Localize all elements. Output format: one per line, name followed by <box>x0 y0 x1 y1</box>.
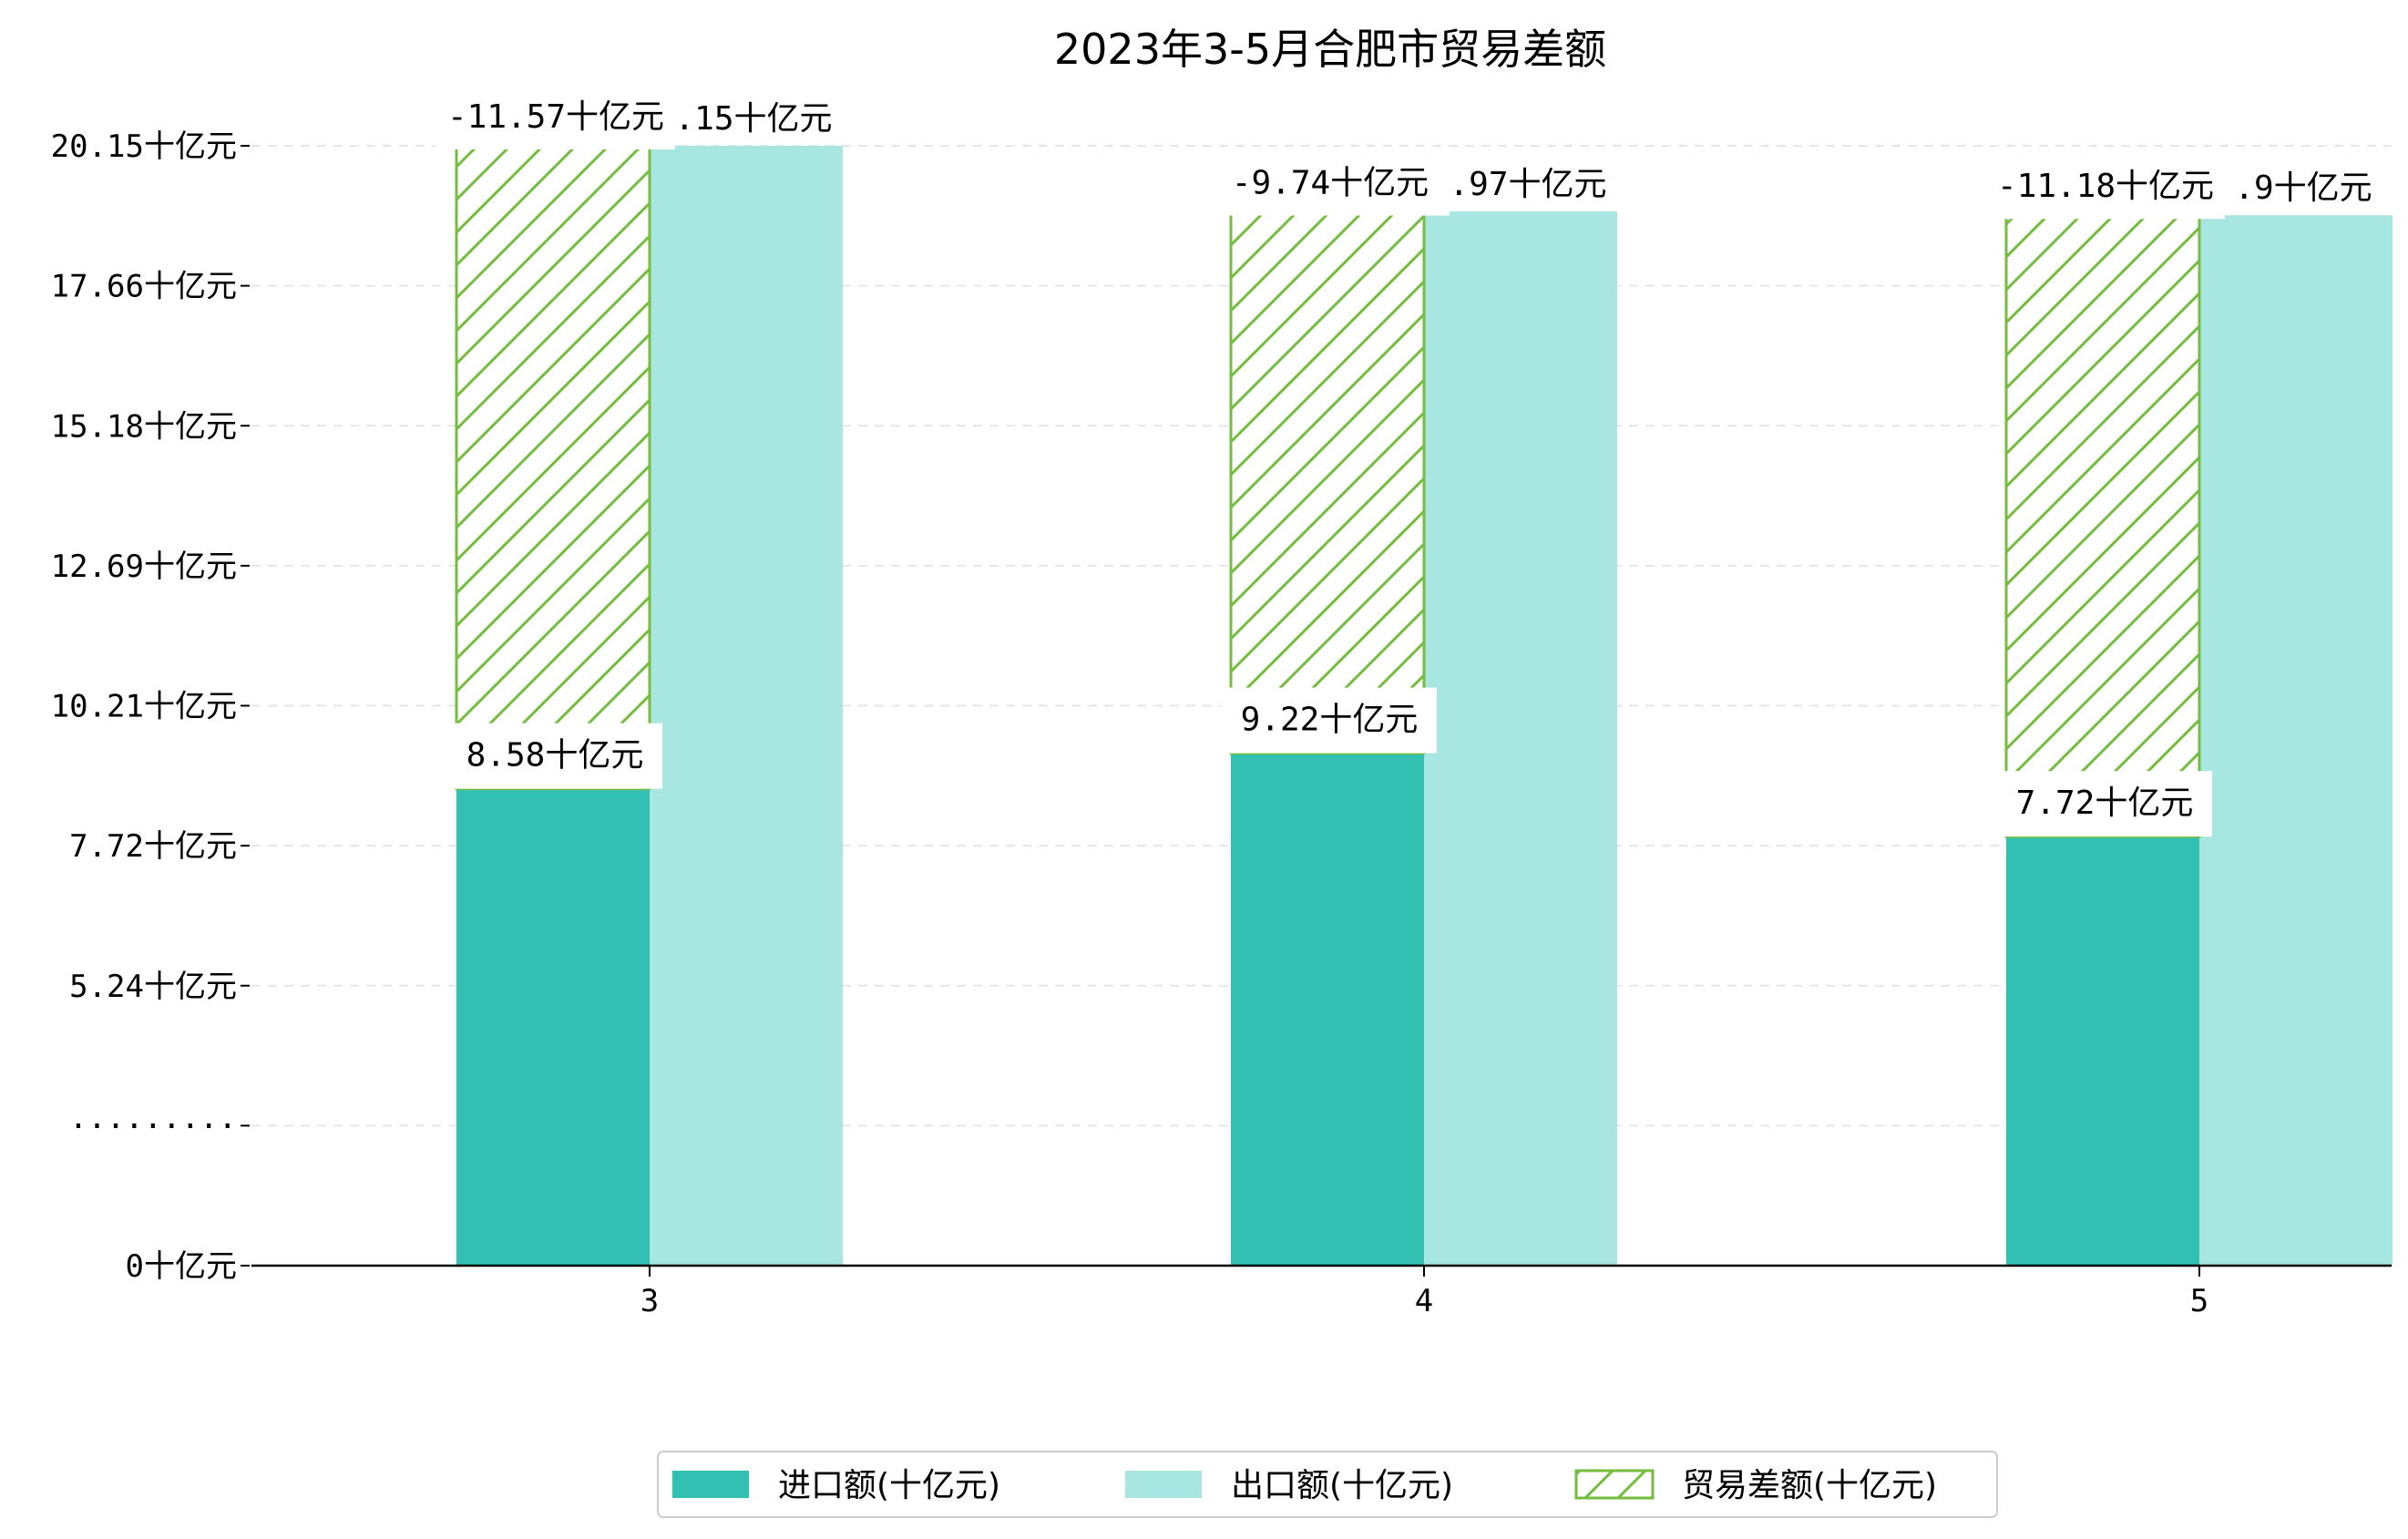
bar-import <box>456 788 650 1266</box>
legend-swatch <box>1125 1471 1202 1498</box>
legend-label: 贸易差额(十亿元) <box>1682 1467 1937 1504</box>
data-label-balance: -9.74十亿元 <box>1232 165 1429 202</box>
bar-balance <box>1229 210 1426 755</box>
data-label-box <box>1997 771 2212 837</box>
legend-swatch <box>672 1471 749 1498</box>
legend-label: 进口额(十亿元) <box>778 1467 1000 1504</box>
data-label-box <box>447 723 662 789</box>
x-tick-label: 4 <box>1415 1283 1433 1319</box>
y-tick-label: 7.72十亿元 <box>69 828 237 865</box>
y-tick-label: 0十亿元 <box>126 1248 237 1285</box>
data-label-export: .9十亿元 <box>2234 169 2372 207</box>
y-tick-label: 17.66十亿元 <box>51 269 237 305</box>
bar-export <box>1424 210 1617 1267</box>
legend-box <box>657 1451 1998 1518</box>
y-tick-label: 10.21十亿元 <box>51 689 237 725</box>
y-tick-label: 5.24十亿元 <box>69 969 237 1005</box>
bar-import <box>2006 836 2199 1266</box>
bar-import <box>1231 753 1424 1266</box>
legend: 进口额(十亿元) 出口额(十亿元) 贸易差额(十亿元) <box>657 1451 1998 1518</box>
data-label-import: 7.72十亿元 <box>2016 785 2194 822</box>
legend-swatch <box>1574 1469 1655 1500</box>
y-tick-label: 20.15十亿元 <box>51 128 237 165</box>
y-tick-label: ········· <box>69 1108 237 1144</box>
data-label-box <box>1211 155 1450 216</box>
y-tick-label: 15.18十亿元 <box>51 408 237 445</box>
axes: 0十亿元 ········· 5.24十亿元 7.72十亿元 10.21十亿元 12.69… <box>51 128 2392 1319</box>
data-label-box <box>436 89 675 149</box>
chart-title: 2023年3-5月合肥市贸易差额 <box>1054 25 1606 74</box>
bar-export <box>2199 215 2393 1266</box>
data-labels: .15十亿元 -11.57十亿元 8.58十亿元 .97十亿元 -9.74十亿元 9.22… <box>436 89 2372 837</box>
x-tick-label: 3 <box>640 1283 659 1319</box>
data-label-export: .15十亿元 <box>674 100 832 138</box>
data-label-box <box>1986 159 2225 220</box>
data-label-balance: -11.18十亿元 <box>1997 168 2214 205</box>
data-label-import: 8.58十亿元 <box>466 737 644 775</box>
data-label-export: .97十亿元 <box>1449 166 1606 203</box>
bar-export <box>650 146 843 1266</box>
data-label-box <box>1222 687 1437 754</box>
bar-balance <box>2004 213 2201 838</box>
legend-label: 出口额(十亿元) <box>1231 1467 1453 1504</box>
bar-balance <box>455 144 651 791</box>
data-label-balance: -11.57十亿元 <box>447 98 664 136</box>
data-label-import: 9.22十亿元 <box>1241 702 1419 739</box>
y-tick-label: 12.69十亿元 <box>51 549 237 585</box>
x-tick-label: 5 <box>2190 1283 2208 1319</box>
